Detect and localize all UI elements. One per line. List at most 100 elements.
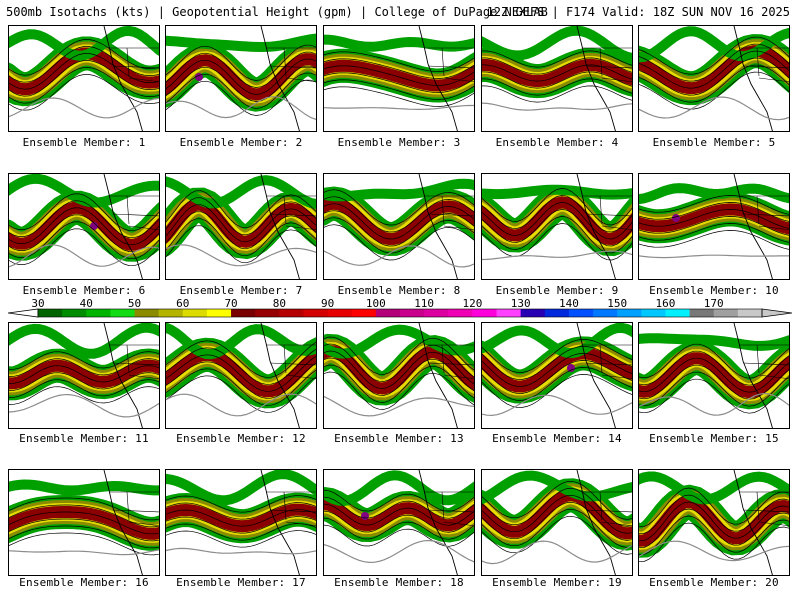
ensemble-member-label: Ensemble Member: 1 xyxy=(22,136,146,149)
colorbar-segment xyxy=(62,309,87,317)
isotach-map xyxy=(324,174,474,279)
colorbar-segment xyxy=(134,309,160,317)
colorbar-segment xyxy=(448,309,473,317)
colorbar-segment xyxy=(158,309,184,317)
header-title: 500mb Isotachs (kts) | Geopotential Heig… xyxy=(6,5,548,19)
colorbar-segment xyxy=(617,309,642,317)
colorbar-segment xyxy=(544,309,570,317)
ensemble-member-label: Ensemble Member: 8 xyxy=(337,284,461,297)
colorbar-graphic xyxy=(7,308,793,318)
colorbar-segment xyxy=(182,309,208,317)
colorbar-tick-label: 100 xyxy=(365,297,386,310)
ensemble-member-label: Ensemble Member: 16 xyxy=(19,576,149,589)
colorbar-tick-label: 70 xyxy=(224,297,238,310)
colorbar-segment xyxy=(38,309,63,317)
ensemble-panel xyxy=(165,322,317,429)
colorbar-segment xyxy=(303,309,329,317)
isotach-map xyxy=(639,174,789,279)
ensemble-panel xyxy=(638,25,790,132)
isotach-map xyxy=(166,470,316,575)
colorbar-tick-label: 120 xyxy=(462,297,483,310)
isotach-map xyxy=(482,26,632,131)
ensemble-panel xyxy=(638,322,790,429)
ensemble-panel xyxy=(8,25,160,132)
isotach-map xyxy=(166,174,316,279)
colorbar-segment xyxy=(665,309,691,317)
colorbar-segment xyxy=(255,309,280,317)
colorbar-segment xyxy=(496,309,522,317)
colorbar-segment xyxy=(424,309,449,317)
isotach-map xyxy=(482,174,632,279)
colorbar-segment xyxy=(400,309,425,317)
isotach-map xyxy=(482,470,632,575)
isotach-map xyxy=(9,470,159,575)
ensemble-member-label: Ensemble Member: 3 xyxy=(337,136,461,149)
ensemble-panel xyxy=(8,173,160,280)
colorbar-segment xyxy=(641,309,666,317)
ensemble-panel xyxy=(481,25,633,132)
ensemble-panel xyxy=(165,25,317,132)
colorbar-arrow-right xyxy=(761,308,793,318)
isotach-map xyxy=(324,470,474,575)
colorbar-tick-label: 110 xyxy=(414,297,435,310)
ensemble-member-label: Ensemble Member: 19 xyxy=(492,576,622,589)
ensemble-panel xyxy=(481,469,633,576)
isotach-map xyxy=(324,323,474,428)
colorbar-segment xyxy=(472,309,498,317)
isotach-map xyxy=(166,323,316,428)
colorbar-tick-label: 90 xyxy=(320,297,335,310)
colorbar-segment xyxy=(351,309,377,317)
ensemble-panel xyxy=(8,469,160,576)
colorbar-segment xyxy=(279,309,304,317)
ensemble-member-label: Ensemble Member: 4 xyxy=(495,136,619,149)
ensemble-member-label: Ensemble Member: 12 xyxy=(176,432,306,445)
isotach-map xyxy=(9,323,159,428)
header-valid-time: 12Z GEFS | F174 Valid: 18Z SUN NOV 16 20… xyxy=(486,5,790,19)
colorbar-segment xyxy=(86,309,111,317)
ensemble-member-label: Ensemble Member: 20 xyxy=(649,576,779,589)
ensemble-member-label: Ensemble Member: 7 xyxy=(179,284,303,297)
ensemble-member-label: Ensemble Member: 17 xyxy=(176,576,306,589)
colorbar-segment xyxy=(520,309,546,317)
colorbar-segment xyxy=(593,309,618,317)
ensemble-panel xyxy=(481,322,633,429)
colorbar-tick-label: 60 xyxy=(176,297,190,310)
ensemble-member-label: Ensemble Member: 14 xyxy=(492,432,622,445)
ensemble-member-label: Ensemble Member: 15 xyxy=(649,432,779,445)
ensemble-member-label: Ensemble Member: 9 xyxy=(495,284,619,297)
ensemble-member-label: Ensemble Member: 11 xyxy=(19,432,149,445)
colorbar-segment xyxy=(713,309,739,317)
colorbar-segment xyxy=(110,309,136,317)
isotach-map xyxy=(9,174,159,279)
ensemble-panel xyxy=(8,322,160,429)
ensemble-panel xyxy=(165,173,317,280)
colorbar-tick-label: 50 xyxy=(127,297,142,310)
colorbar-segment xyxy=(568,309,594,317)
colorbar-tick-label: 170 xyxy=(703,297,724,310)
ensemble-panel xyxy=(638,173,790,280)
isotach-map xyxy=(639,26,789,131)
isotach-map xyxy=(639,470,789,575)
colorbar-segment xyxy=(375,309,401,317)
ensemble-member-label: Ensemble Member: 13 xyxy=(334,432,464,445)
ensemble-panel xyxy=(323,173,475,280)
colorbar-segment xyxy=(689,309,715,317)
ensemble-member-label: Ensemble Member: 6 xyxy=(22,284,146,297)
isotach-map xyxy=(482,323,632,428)
ensemble-member-label: Ensemble Member: 5 xyxy=(652,136,776,149)
ensemble-panel xyxy=(323,25,475,132)
ensemble-panel xyxy=(165,469,317,576)
colorbar-tick-label: 40 xyxy=(79,297,93,310)
colorbar-arrow-left xyxy=(7,308,39,318)
isotach-map xyxy=(166,26,316,131)
ensemble-member-label: Ensemble Member: 2 xyxy=(179,136,303,149)
colorbar-tick-label: 150 xyxy=(607,297,628,310)
colorbar-segment xyxy=(737,309,763,317)
colorbar-tick-label: 140 xyxy=(558,297,579,310)
ensemble-panel xyxy=(323,469,475,576)
colorbar-tick-label: 80 xyxy=(272,297,286,310)
colorbar-tick-label: 30 xyxy=(31,297,45,310)
colorbar-segment xyxy=(231,309,256,317)
isotach-map xyxy=(9,26,159,131)
isotach-map xyxy=(324,26,474,131)
